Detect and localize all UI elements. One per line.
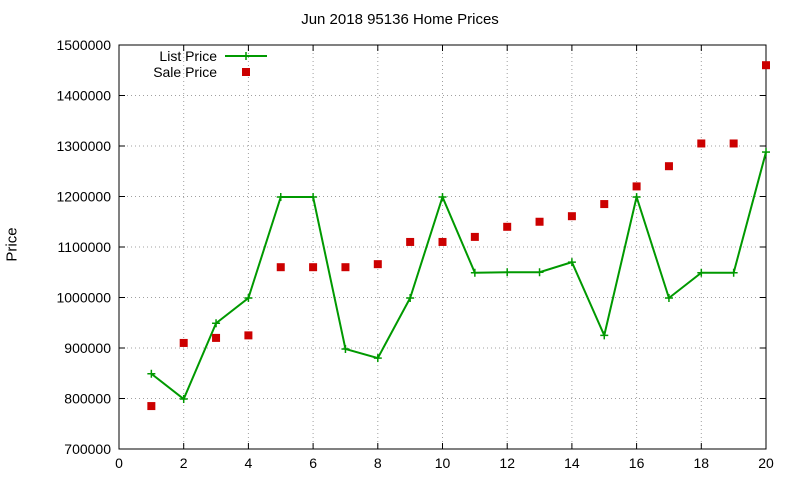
legend-label: Sale Price — [153, 64, 217, 80]
data-point — [406, 294, 415, 303]
data-point — [729, 139, 738, 148]
data-point — [567, 258, 576, 267]
data-point — [147, 402, 156, 411]
grid-lines — [119, 45, 766, 449]
data-point — [632, 182, 641, 191]
data-point — [664, 294, 673, 303]
data-point — [438, 193, 447, 202]
y-tick-label: 1000000 — [56, 290, 111, 306]
y-tick-label: 700000 — [64, 441, 111, 457]
data-point — [470, 268, 479, 277]
x-tick-label: 16 — [629, 455, 645, 471]
x-tick-label: 14 — [564, 455, 580, 471]
data-point — [147, 369, 156, 378]
data-point — [632, 193, 641, 202]
series-0 — [147, 148, 770, 404]
series-layer — [147, 61, 770, 411]
x-tick-label: 4 — [245, 455, 253, 471]
legend-label: List Price — [159, 48, 217, 64]
x-tick-label: 2 — [180, 455, 188, 471]
data-point — [406, 237, 415, 246]
y-tick-label: 1400000 — [56, 88, 111, 104]
data-point — [470, 232, 479, 241]
series-line — [150, 151, 767, 401]
data-point — [341, 345, 350, 354]
data-point — [212, 319, 221, 328]
x-axis-ticks: 0 2 4 6 8 10 12 14 16 18 20 — [115, 45, 774, 471]
series-1 — [147, 61, 770, 411]
data-point — [179, 395, 188, 404]
legend-marker — [242, 68, 250, 76]
x-tick-label: 6 — [309, 455, 317, 471]
data-point — [600, 200, 609, 209]
data-point — [535, 217, 544, 226]
chart-title: Jun 2018 95136 Home Prices — [301, 11, 499, 28]
data-point — [600, 331, 609, 340]
y-tick-label: 1500000 — [56, 37, 111, 53]
data-point — [438, 237, 447, 246]
data-point — [276, 193, 285, 202]
y-axis-ticks: 700000 800000 900000 1000000 1100000 1200000 1… — [56, 37, 766, 457]
y-tick-label: 900000 — [64, 340, 111, 356]
data-point — [244, 294, 253, 303]
data-point — [535, 268, 544, 277]
plot-frame — [118, 44, 767, 450]
data-point — [244, 331, 253, 340]
y-tick-label: 1200000 — [56, 189, 111, 205]
data-point — [309, 263, 318, 272]
data-point — [729, 268, 738, 277]
x-tick-label: 18 — [694, 455, 710, 471]
data-point — [373, 354, 382, 363]
x-tick-label: 10 — [435, 455, 451, 471]
data-point — [697, 268, 706, 277]
x-tick-label: 0 — [115, 455, 123, 471]
data-point — [341, 263, 350, 272]
y-tick-label: 1300000 — [56, 138, 111, 154]
data-point — [664, 162, 673, 171]
data-point — [697, 139, 706, 148]
data-point — [762, 61, 770, 70]
data-point — [309, 193, 318, 202]
legend-marker — [242, 52, 250, 60]
data-point — [276, 263, 285, 272]
y-tick-label: 1100000 — [58, 239, 112, 255]
data-point — [503, 268, 512, 277]
data-point — [503, 222, 512, 231]
data-point — [762, 148, 770, 157]
data-point — [212, 333, 221, 342]
x-tick-label: 20 — [758, 455, 774, 471]
data-point — [179, 338, 188, 347]
y-tick-label: 800000 — [64, 391, 111, 407]
data-point — [373, 260, 382, 269]
x-tick-label: 12 — [499, 455, 515, 471]
data-point — [567, 212, 576, 221]
x-tick-label: 8 — [374, 455, 382, 471]
